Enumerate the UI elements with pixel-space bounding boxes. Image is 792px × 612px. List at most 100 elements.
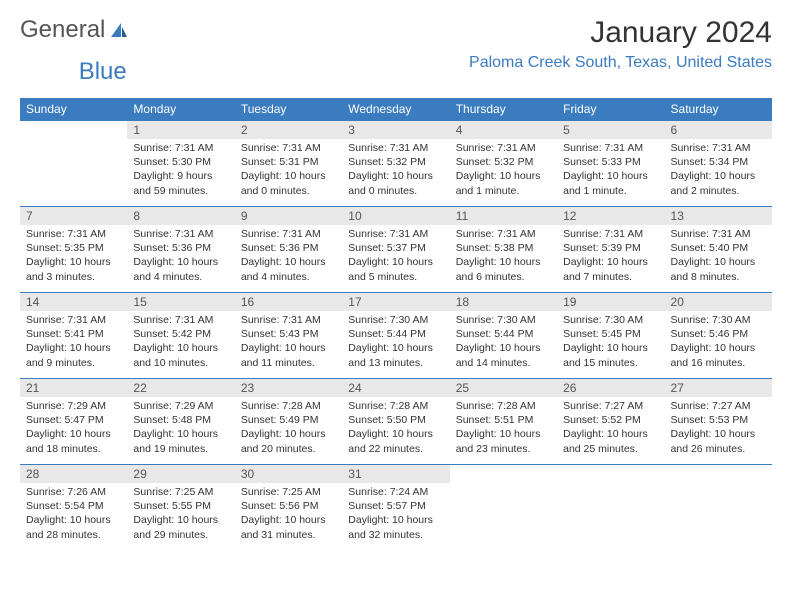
day-number: 30 <box>235 465 342 483</box>
daylight-text: Daylight: 10 hours and 10 minutes. <box>133 341 228 369</box>
sunrise-text: Sunrise: 7:28 AM <box>348 399 443 413</box>
day-info: Sunrise: 7:30 AMSunset: 5:46 PMDaylight:… <box>665 311 772 374</box>
daylight-text: Daylight: 10 hours and 11 minutes. <box>241 341 336 369</box>
day-info: Sunrise: 7:31 AMSunset: 5:36 PMDaylight:… <box>127 225 234 288</box>
day-cell: 4Sunrise: 7:31 AMSunset: 5:32 PMDaylight… <box>450 121 557 207</box>
day-cell: 3Sunrise: 7:31 AMSunset: 5:32 PMDaylight… <box>342 121 449 207</box>
day-cell: 17Sunrise: 7:30 AMSunset: 5:44 PMDayligh… <box>342 293 449 379</box>
sunset-text: Sunset: 5:56 PM <box>241 499 336 513</box>
sunrise-text: Sunrise: 7:31 AM <box>348 141 443 155</box>
sunset-text: Sunset: 5:38 PM <box>456 241 551 255</box>
sunrise-text: Sunrise: 7:29 AM <box>133 399 228 413</box>
day-number: 17 <box>342 293 449 311</box>
day-number: 10 <box>342 207 449 225</box>
daylight-text: Daylight: 10 hours and 5 minutes. <box>348 255 443 283</box>
sunrise-text: Sunrise: 7:31 AM <box>26 227 121 241</box>
empty-cell <box>557 465 664 551</box>
day-info: Sunrise: 7:31 AMSunset: 5:39 PMDaylight:… <box>557 225 664 288</box>
day-cell: 23Sunrise: 7:28 AMSunset: 5:49 PMDayligh… <box>235 379 342 465</box>
daylight-text: Daylight: 10 hours and 14 minutes. <box>456 341 551 369</box>
daylight-text: Daylight: 10 hours and 15 minutes. <box>563 341 658 369</box>
day-cell: 14Sunrise: 7:31 AMSunset: 5:41 PMDayligh… <box>20 293 127 379</box>
day-info: Sunrise: 7:27 AMSunset: 5:52 PMDaylight:… <box>557 397 664 460</box>
day-info: Sunrise: 7:25 AMSunset: 5:56 PMDaylight:… <box>235 483 342 546</box>
daylight-text: Daylight: 10 hours and 1 minute. <box>563 169 658 197</box>
day-cell: 8Sunrise: 7:31 AMSunset: 5:36 PMDaylight… <box>127 207 234 293</box>
day-cell: 30Sunrise: 7:25 AMSunset: 5:56 PMDayligh… <box>235 465 342 551</box>
day-cell: 11Sunrise: 7:31 AMSunset: 5:38 PMDayligh… <box>450 207 557 293</box>
sunset-text: Sunset: 5:32 PM <box>348 155 443 169</box>
day-cell: 15Sunrise: 7:31 AMSunset: 5:42 PMDayligh… <box>127 293 234 379</box>
day-info: Sunrise: 7:26 AMSunset: 5:54 PMDaylight:… <box>20 483 127 546</box>
sunrise-text: Sunrise: 7:31 AM <box>348 227 443 241</box>
daylight-text: Daylight: 10 hours and 22 minutes. <box>348 427 443 455</box>
day-number: 4 <box>450 121 557 139</box>
sunrise-text: Sunrise: 7:31 AM <box>133 313 228 327</box>
day-info: Sunrise: 7:31 AMSunset: 5:41 PMDaylight:… <box>20 311 127 374</box>
daylight-text: Daylight: 10 hours and 16 minutes. <box>671 341 766 369</box>
logo: General <box>20 16 131 44</box>
sunrise-text: Sunrise: 7:25 AM <box>133 485 228 499</box>
daylight-text: Daylight: 10 hours and 6 minutes. <box>456 255 551 283</box>
sunrise-text: Sunrise: 7:25 AM <box>241 485 336 499</box>
dayname-wednesday: Wednesday <box>342 98 449 121</box>
daylight-text: Daylight: 10 hours and 26 minutes. <box>671 427 766 455</box>
day-info: Sunrise: 7:31 AMSunset: 5:31 PMDaylight:… <box>235 139 342 202</box>
day-number: 14 <box>20 293 127 311</box>
day-number: 31 <box>342 465 449 483</box>
day-number: 19 <box>557 293 664 311</box>
sunset-text: Sunset: 5:34 PM <box>671 155 766 169</box>
sunrise-text: Sunrise: 7:31 AM <box>133 227 228 241</box>
sunrise-text: Sunrise: 7:29 AM <box>26 399 121 413</box>
daylight-text: Daylight: 10 hours and 2 minutes. <box>671 169 766 197</box>
sunrise-text: Sunrise: 7:30 AM <box>456 313 551 327</box>
day-info: Sunrise: 7:31 AMSunset: 5:37 PMDaylight:… <box>342 225 449 288</box>
day-info: Sunrise: 7:29 AMSunset: 5:47 PMDaylight:… <box>20 397 127 460</box>
day-cell: 7Sunrise: 7:31 AMSunset: 5:35 PMDaylight… <box>20 207 127 293</box>
daylight-text: Daylight: 10 hours and 29 minutes. <box>133 513 228 541</box>
day-number: 29 <box>127 465 234 483</box>
day-info: Sunrise: 7:31 AMSunset: 5:34 PMDaylight:… <box>665 139 772 202</box>
sunset-text: Sunset: 5:33 PM <box>563 155 658 169</box>
day-info: Sunrise: 7:31 AMSunset: 5:32 PMDaylight:… <box>450 139 557 202</box>
week-row: 21Sunrise: 7:29 AMSunset: 5:47 PMDayligh… <box>20 379 772 465</box>
sunset-text: Sunset: 5:50 PM <box>348 413 443 427</box>
sunrise-text: Sunrise: 7:30 AM <box>348 313 443 327</box>
dayname-monday: Monday <box>127 98 234 121</box>
empty-cell <box>665 465 772 551</box>
calendar-table: SundayMondayTuesdayWednesdayThursdayFrid… <box>20 98 772 551</box>
day-cell: 21Sunrise: 7:29 AMSunset: 5:47 PMDayligh… <box>20 379 127 465</box>
daylight-text: Daylight: 10 hours and 25 minutes. <box>563 427 658 455</box>
sunrise-text: Sunrise: 7:31 AM <box>241 227 336 241</box>
day-cell: 26Sunrise: 7:27 AMSunset: 5:52 PMDayligh… <box>557 379 664 465</box>
day-number: 28 <box>20 465 127 483</box>
daylight-text: Daylight: 10 hours and 9 minutes. <box>26 341 121 369</box>
day-info: Sunrise: 7:31 AMSunset: 5:36 PMDaylight:… <box>235 225 342 288</box>
sunset-text: Sunset: 5:39 PM <box>563 241 658 255</box>
daylight-text: Daylight: 10 hours and 28 minutes. <box>26 513 121 541</box>
logo-text-2-wrap: GeneBlue <box>20 58 772 86</box>
daylight-text: Daylight: 10 hours and 7 minutes. <box>563 255 658 283</box>
day-number: 9 <box>235 207 342 225</box>
day-number: 7 <box>20 207 127 225</box>
day-cell: 19Sunrise: 7:30 AMSunset: 5:45 PMDayligh… <box>557 293 664 379</box>
sunset-text: Sunset: 5:31 PM <box>241 155 336 169</box>
daylight-text: Daylight: 10 hours and 20 minutes. <box>241 427 336 455</box>
sunrise-text: Sunrise: 7:31 AM <box>241 313 336 327</box>
day-number: 27 <box>665 379 772 397</box>
daylight-text: Daylight: 10 hours and 3 minutes. <box>26 255 121 283</box>
daylight-text: Daylight: 10 hours and 23 minutes. <box>456 427 551 455</box>
sunrise-text: Sunrise: 7:30 AM <box>563 313 658 327</box>
sunrise-text: Sunrise: 7:31 AM <box>456 227 551 241</box>
calendar-head: SundayMondayTuesdayWednesdayThursdayFrid… <box>20 98 772 121</box>
day-cell: 10Sunrise: 7:31 AMSunset: 5:37 PMDayligh… <box>342 207 449 293</box>
sunset-text: Sunset: 5:46 PM <box>671 327 766 341</box>
dayname-tuesday: Tuesday <box>235 98 342 121</box>
day-number: 18 <box>450 293 557 311</box>
sunrise-text: Sunrise: 7:31 AM <box>671 227 766 241</box>
day-cell: 20Sunrise: 7:30 AMSunset: 5:46 PMDayligh… <box>665 293 772 379</box>
sunset-text: Sunset: 5:55 PM <box>133 499 228 513</box>
daylight-text: Daylight: 9 hours and 59 minutes. <box>133 169 228 197</box>
daylight-text: Daylight: 10 hours and 31 minutes. <box>241 513 336 541</box>
day-cell: 22Sunrise: 7:29 AMSunset: 5:48 PMDayligh… <box>127 379 234 465</box>
